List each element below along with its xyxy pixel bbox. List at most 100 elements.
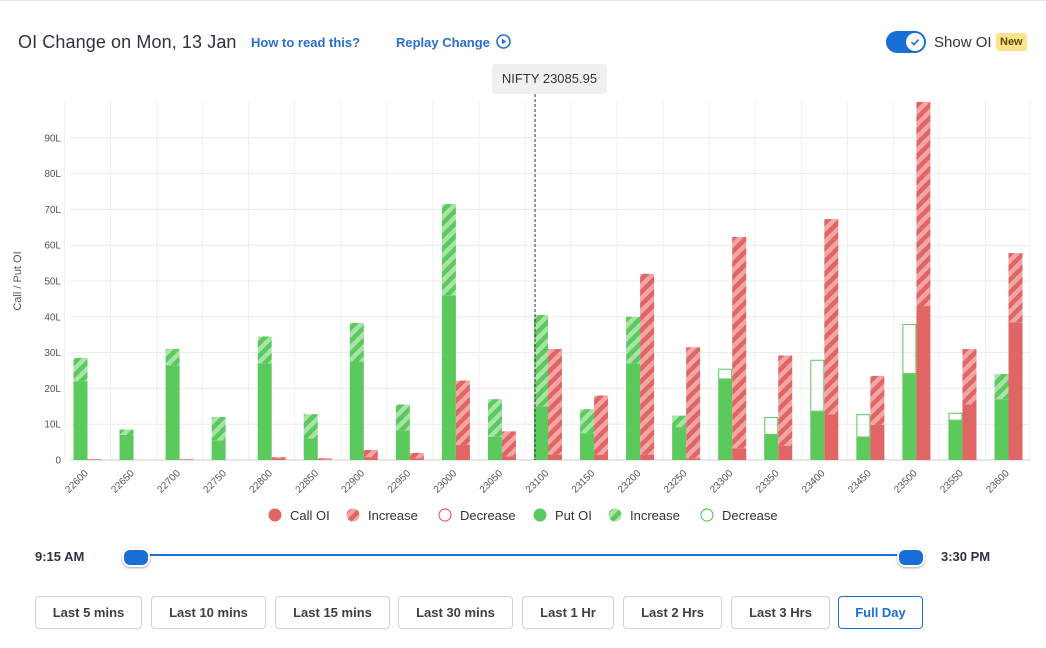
put-oi-increase-bar[interactable] [626, 316, 641, 364]
range-button-full-day[interactable]: Full Day [838, 596, 923, 629]
call-oi-increase-bar[interactable] [317, 458, 332, 460]
time-range-slider-track[interactable] [135, 554, 911, 556]
call-oi-bar[interactable] [179, 459, 194, 460]
call-oi-bar[interactable] [640, 454, 655, 460]
check-icon [910, 39, 920, 46]
call-oi-increase-bar[interactable] [640, 273, 655, 455]
put-oi-increase-bar[interactable] [580, 409, 595, 434]
call-oi-bar[interactable] [271, 458, 286, 460]
put-oi-bar[interactable] [211, 440, 226, 460]
put-oi-bar[interactable] [441, 295, 456, 460]
call-oi-bar[interactable] [824, 414, 839, 460]
put-oi-bar[interactable] [165, 365, 180, 460]
put-oi-bar[interactable] [718, 379, 733, 460]
call-oi-bar[interactable] [686, 458, 701, 460]
call-oi-bar[interactable] [548, 454, 562, 460]
put-oi-bar[interactable] [764, 434, 779, 460]
put-oi-decrease-bar[interactable] [902, 323, 917, 375]
call-oi-bar[interactable] [732, 448, 747, 460]
call-oi-bar[interactable] [455, 444, 470, 460]
call-oi-increase-bar[interactable] [363, 449, 378, 458]
how-to-read-link[interactable]: How to read this? [251, 35, 361, 50]
call-oi-increase-bar[interactable] [732, 236, 747, 449]
put-oi-bar[interactable] [73, 381, 88, 460]
put-oi-bar[interactable] [395, 430, 410, 460]
call-oi-increase-bar[interactable] [870, 375, 885, 425]
put-oi-increase-bar[interactable] [257, 336, 272, 364]
put-oi-bar[interactable] [856, 437, 871, 460]
put-oi-bar[interactable] [902, 374, 917, 460]
call-oi-bar[interactable] [87, 459, 102, 460]
put-oi-increase-bar[interactable] [119, 429, 134, 435]
show-oi-label: Show OI [934, 34, 992, 51]
call-oi-increase-bar[interactable] [455, 380, 470, 445]
put-oi-bar[interactable] [810, 411, 825, 460]
put-oi-increase-bar[interactable] [73, 357, 88, 382]
call-oi-bar[interactable] [317, 459, 332, 460]
y-tick-label: 20L [44, 384, 61, 395]
put-oi-bar[interactable] [672, 427, 687, 460]
put-oi-bar[interactable] [119, 434, 134, 460]
put-oi-increase-bar[interactable] [165, 349, 180, 366]
legend-label: Put OI [555, 508, 592, 523]
put-oi-decrease-bar[interactable] [810, 359, 825, 412]
put-oi-increase-bar[interactable] [441, 204, 456, 296]
call-oi-bar[interactable] [409, 458, 424, 460]
put-oi-increase-bar[interactable] [672, 415, 687, 428]
call-oi-increase-bar[interactable] [1008, 253, 1023, 323]
put-oi-decrease-bar[interactable] [764, 417, 779, 435]
call-oi-increase-bar[interactable] [409, 452, 424, 459]
range-button-last-30-mins[interactable]: Last 30 mins [398, 596, 513, 629]
put-oi-increase-bar[interactable] [211, 417, 226, 441]
put-oi-bar[interactable] [303, 438, 318, 460]
range-end-handle[interactable] [897, 548, 925, 567]
range-button-last-5-mins[interactable]: Last 5 mins [35, 596, 142, 629]
put-oi-increase-bar[interactable] [303, 414, 318, 439]
call-oi-bar[interactable] [778, 445, 793, 460]
put-oi-bar[interactable] [487, 436, 502, 460]
call-oi-increase-bar[interactable] [824, 219, 839, 415]
x-tick-label: 23250 [662, 468, 690, 496]
range-start-handle[interactable] [122, 548, 150, 567]
call-oi-increase-bar[interactable] [548, 349, 562, 455]
put-oi-bar[interactable] [994, 399, 1009, 460]
call-oi-bar[interactable] [594, 454, 609, 460]
legend-label: Decrease [722, 508, 778, 523]
call-oi-increase-bar[interactable] [916, 102, 931, 307]
put-oi-bar[interactable] [349, 361, 364, 460]
put-oi-increase-bar[interactable] [395, 404, 410, 431]
play-circle-icon[interactable] [496, 34, 511, 49]
put-oi-decrease-bar[interactable] [948, 412, 963, 421]
call-oi-bar[interactable] [1008, 322, 1023, 460]
put-oi-bar[interactable] [534, 406, 548, 460]
put-oi-bar[interactable] [626, 363, 641, 460]
call-oi-bar[interactable] [870, 424, 885, 460]
replay-change-link[interactable]: Replay Change [396, 35, 490, 50]
show-oi-toggle[interactable] [886, 31, 926, 53]
call-oi-increase-bar[interactable] [501, 431, 516, 457]
put-oi-increase-bar[interactable] [349, 322, 364, 362]
put-oi-increase-bar[interactable] [487, 399, 502, 437]
put-oi-decrease-bar[interactable] [856, 414, 871, 438]
call-oi-bar[interactable] [363, 457, 378, 460]
range-button-last-10-mins[interactable]: Last 10 mins [151, 596, 266, 629]
call-oi-increase-bar[interactable] [686, 347, 701, 459]
legend-label: Call OI [290, 508, 330, 523]
put-oi-increase-bar[interactable] [994, 374, 1009, 400]
put-oi-bar[interactable] [948, 420, 963, 460]
put-oi-bar[interactable] [257, 363, 272, 460]
put-oi-decrease-bar[interactable] [718, 368, 733, 380]
call-oi-increase-bar[interactable] [962, 349, 977, 405]
put-oi-bar[interactable] [580, 433, 595, 460]
call-oi-increase-bar[interactable] [778, 355, 793, 446]
put-oi-increase-bar[interactable] [534, 315, 548, 407]
range-button-last-15-mins[interactable]: Last 15 mins [275, 596, 390, 629]
range-button-last-1-hr[interactable]: Last 1 Hr [522, 596, 614, 629]
call-oi-increase-bar[interactable] [594, 395, 609, 455]
call-oi-bar[interactable] [962, 404, 977, 460]
range-button-last-2-hrs[interactable]: Last 2 Hrs [623, 596, 722, 629]
range-button-last-3-hrs[interactable]: Last 3 Hrs [731, 596, 830, 629]
call-oi-increase-bar[interactable] [271, 457, 286, 459]
call-oi-bar[interactable] [501, 456, 516, 460]
call-oi-bar[interactable] [916, 306, 931, 460]
